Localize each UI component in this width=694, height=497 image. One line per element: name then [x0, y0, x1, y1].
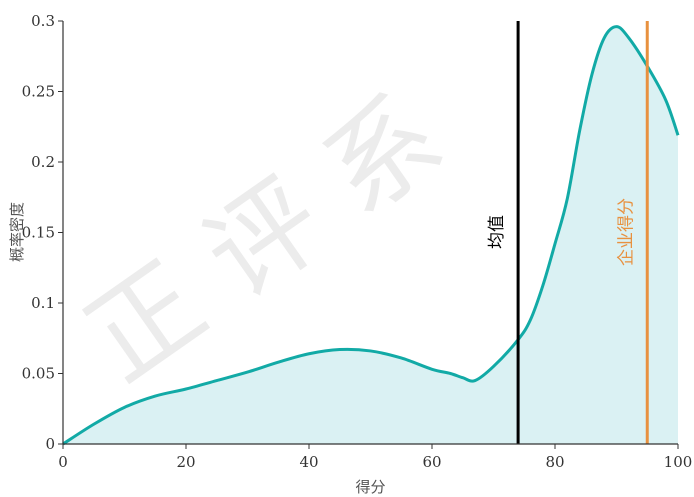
y-tick-label: 0.3	[31, 12, 55, 30]
x-tick-label: 0	[58, 453, 68, 471]
watermark-text: 正 评 系	[64, 71, 465, 405]
x-tick-label: 20	[176, 453, 195, 471]
y-tick-label: 0.1	[31, 294, 55, 312]
x-tick-label: 80	[545, 453, 564, 471]
annotation-label-0: 均值	[487, 215, 507, 249]
y-tick-label: 0.15	[22, 224, 55, 242]
annotation-label-1: 企业得分	[616, 198, 636, 266]
x-tick-label: 100	[664, 453, 693, 471]
x-tick-label: 40	[299, 453, 318, 471]
watermark: 正 评 系	[64, 71, 465, 405]
x-tick-label: 60	[422, 453, 441, 471]
density-area-fill	[63, 26, 678, 444]
y-tick-label: 0.05	[22, 365, 55, 383]
y-tick-label: 0	[45, 435, 55, 453]
density-curve-line	[62, 25, 680, 446]
y-axis-title: 概率密度	[8, 202, 26, 262]
y-tick-label: 0.25	[22, 83, 55, 101]
x-axis-title: 得分	[355, 478, 385, 496]
y-tick-label: 0.2	[31, 153, 55, 171]
